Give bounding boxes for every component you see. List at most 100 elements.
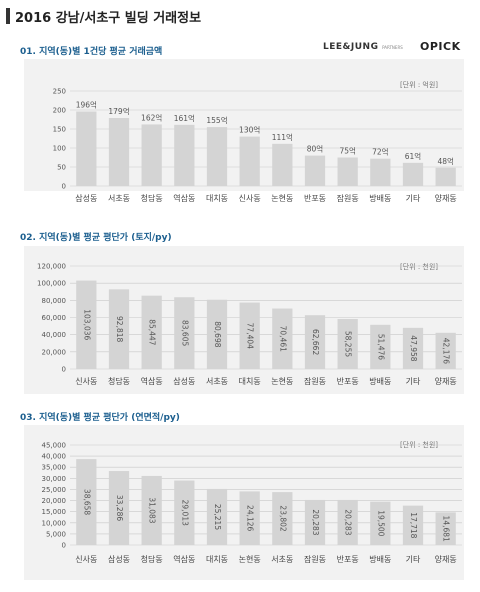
- chart2-bar: [435, 332, 456, 369]
- chart2-value-label: 80,698: [213, 321, 222, 347]
- chart1-value-label: 75억: [339, 147, 355, 156]
- chart3-category-label: 삼성동: [108, 554, 130, 564]
- chart3-ytick-label: 20,000: [42, 497, 67, 505]
- chart1-ytick-label: 150: [53, 126, 66, 134]
- chart3-ytick-label: 30,000: [42, 475, 67, 483]
- chart3-value-label: 31,083: [148, 497, 157, 523]
- chart2-category-label: 청담동: [108, 376, 130, 386]
- chart2-ytick-label: 60,000: [42, 314, 67, 322]
- chart2-category-label: 기타: [406, 377, 421, 386]
- chart2-bar: [370, 324, 391, 369]
- chart3-ytick-label: 40,000: [42, 453, 67, 461]
- chart1-ytick-label: 200: [53, 107, 66, 115]
- chart1-category-label: 기타: [406, 194, 421, 203]
- chart3-category-label: 역삼동: [173, 554, 195, 564]
- chart1-value-label: 72억: [372, 148, 388, 157]
- chart3-bar: [370, 501, 391, 545]
- chart2-title: 02. 지역(동)별 평균 평단가 (토지/py): [20, 233, 172, 243]
- chart2-value-label: 58,255: [344, 331, 353, 357]
- chart3-value-label: 23,802: [278, 505, 287, 531]
- chart2-category-label: 논현동: [271, 377, 293, 386]
- chart3-category-label: 기타: [406, 555, 421, 564]
- chart3-category-label: 방배동: [369, 554, 391, 564]
- chart1-value-label: 162억: [141, 113, 162, 122]
- chart3-category-label: 청담동: [141, 554, 163, 564]
- chart1-value-label: 130억: [239, 126, 260, 135]
- chart3-value-label: 25,215: [213, 504, 222, 530]
- chart1-bar: [141, 124, 162, 186]
- opick-logo: OPICK: [420, 40, 461, 53]
- chart3-ytick-label: 10,000: [42, 519, 67, 527]
- chart1-unit-note: [단위 : 억원]: [400, 81, 439, 89]
- chart3-value-label: 19,500: [376, 510, 385, 536]
- lee-jung-logo-text: LEE&JUNG: [323, 42, 379, 52]
- chart3-title: 03. 지역(동)별 평균 평단가 (연면적/py): [20, 413, 180, 423]
- chart2-category-label: 삼성동: [173, 376, 195, 386]
- chart3-category-label: 논현동: [239, 555, 261, 564]
- chart1-value-label: 48억: [437, 157, 453, 166]
- chart3-bar: [272, 492, 293, 545]
- chart3-bar: [108, 471, 130, 545]
- chart1-bar: [435, 167, 456, 186]
- chart2-bar: [206, 299, 228, 369]
- chart1-category-label: 잠원동: [337, 193, 359, 203]
- chart3-value-label: 38,658: [82, 489, 91, 515]
- chart1-ytick-label: 0: [62, 183, 66, 191]
- chart3-bar: [435, 512, 456, 545]
- chart3-category-label: 잠원동: [304, 554, 326, 564]
- chart2-bar: [272, 308, 293, 369]
- chart1-bar: [337, 157, 358, 186]
- chart3-bar: [76, 459, 97, 545]
- chart2-category-label: 서초동: [206, 377, 228, 386]
- chart3-value-label: 17,718: [409, 512, 418, 538]
- chart3-bar: [174, 480, 195, 545]
- chart3-category-label: 반포동: [337, 555, 359, 564]
- chart1-category-label: 신사동: [239, 194, 261, 203]
- chart1-bar: [370, 158, 391, 186]
- chart1-category-label: 방배동: [369, 193, 391, 203]
- chart1-value-label: 111억: [272, 133, 293, 142]
- chart2-value-label: 85,447: [148, 319, 157, 345]
- chart3-value-label: 20,283: [344, 509, 353, 535]
- chart3-bar: [239, 491, 260, 545]
- chart3-value-label: 29,013: [180, 500, 189, 526]
- chart1-value-label: 155억: [206, 116, 227, 125]
- chart2-ytick-label: 120,000: [37, 263, 66, 271]
- chart1-value-label: 80억: [307, 145, 323, 154]
- chart1-bar: [239, 136, 260, 186]
- chart1-bar: [272, 143, 293, 186]
- chart3-bar: [141, 475, 162, 545]
- chart1-value-label: 161억: [174, 114, 195, 123]
- chart1-category-label: 논현동: [271, 194, 293, 203]
- chart2-bar: [239, 302, 260, 369]
- chart2-category-label: 역삼동: [141, 376, 163, 386]
- chart2-value-label: 62,662: [311, 329, 320, 355]
- chart1-bar: [402, 162, 424, 186]
- chart2-value-label: 51,476: [376, 334, 385, 360]
- chart1-category-label: 대치동: [206, 194, 228, 203]
- chart2-ytick-label: 0: [62, 366, 66, 374]
- chart3-ytick-label: 25,000: [42, 486, 67, 494]
- chart3-ytick-label: 5,000: [46, 530, 66, 538]
- chart3-category-label: 대치동: [206, 555, 228, 564]
- chart3-category-label: 양재동: [435, 555, 457, 564]
- chart1-bar: [174, 124, 195, 186]
- chart3-value-label: 24,126: [246, 505, 255, 531]
- chart2-value-label: 70,461: [278, 326, 287, 352]
- chart1-bar: [206, 127, 228, 186]
- chart2-unit-note: [단위 : 천원]: [400, 263, 439, 271]
- chart2-value-label: 77,404: [246, 323, 255, 349]
- chart2-bar: [337, 318, 358, 369]
- chart2-category-label: 신사동: [75, 377, 97, 386]
- chart1-bar: [108, 117, 130, 186]
- chart2-category-label: 대치동: [239, 377, 261, 386]
- chart1-category-label: 반포동: [304, 194, 326, 203]
- chart2-category-label: 반포동: [337, 377, 359, 386]
- chart1-category-label: 서초동: [108, 194, 130, 203]
- chart3-category-label: 신사동: [75, 555, 97, 564]
- chart3-ytick-label: 0: [62, 542, 66, 550]
- chart2-value-label: 103,036: [82, 309, 91, 340]
- chart1-ytick-label: 50: [57, 164, 66, 172]
- chart1-category-label: 양재동: [435, 194, 457, 203]
- chart3-bar: [304, 499, 326, 545]
